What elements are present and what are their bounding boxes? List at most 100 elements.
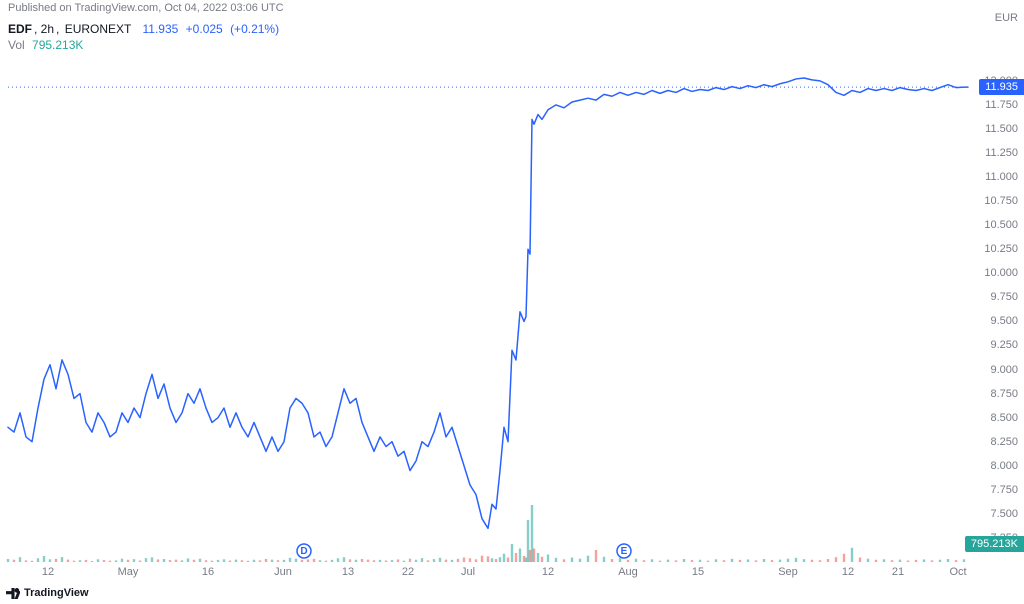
x-tick: Jun <box>274 566 292 578</box>
publish-text: Published on TradingView.com, Oct 04, 20… <box>8 2 284 14</box>
y-tick: 8.000 <box>990 460 1018 472</box>
volume-bar <box>145 558 147 562</box>
y-tick: 10.000 <box>984 267 1018 279</box>
volume-bar <box>469 558 471 562</box>
volume-bar <box>121 559 123 562</box>
y-tick: 10.500 <box>984 219 1018 231</box>
volume-bar <box>491 558 493 562</box>
volume-bar <box>843 554 845 562</box>
volume-info[interactable]: Vol 795.213K <box>8 38 83 52</box>
volume-bar <box>495 559 497 562</box>
volume-bar <box>739 560 741 562</box>
volume-bar <box>175 560 177 562</box>
volume-bar <box>421 558 423 562</box>
interval: 2h <box>41 22 54 36</box>
volume-bar <box>415 560 417 562</box>
volume-bar <box>651 559 653 562</box>
price-line <box>8 78 968 528</box>
x-tick: 15 <box>692 566 704 578</box>
volume-bar <box>595 550 597 562</box>
footer-brand[interactable]: TradingView <box>6 586 89 600</box>
volume-bar <box>899 560 901 562</box>
y-tick: 8.750 <box>990 388 1018 400</box>
volume-bar <box>635 559 637 562</box>
y-axis[interactable]: EUR 7.2507.5007.7508.0008.2508.5008.7509… <box>970 52 1024 562</box>
x-tick: 16 <box>202 566 214 578</box>
volume-bar <box>587 556 589 562</box>
volume-bar <box>157 559 159 562</box>
volume-bar <box>373 560 375 562</box>
volume-bar <box>295 559 297 562</box>
volume-bar <box>891 560 893 562</box>
y-tick: 7.500 <box>990 508 1018 520</box>
volume-bar <box>667 560 669 562</box>
last-price: 11.935 <box>143 22 179 36</box>
volume-bar <box>439 558 441 562</box>
volume-bar <box>49 559 51 562</box>
volume-bar <box>211 561 213 562</box>
ticker-info[interactable]: EDF, 2h, EURONEXT 11.935 +0.025 (+0.21%) <box>8 22 279 36</box>
volume-bar <box>247 561 249 562</box>
y-tick: 9.250 <box>990 339 1018 351</box>
y-tick: 11.500 <box>985 123 1018 135</box>
volume-bar <box>457 559 459 562</box>
volume-bar <box>271 560 273 562</box>
volume-bar <box>301 560 303 562</box>
volume-bar <box>349 559 351 562</box>
volume-bar <box>811 560 813 562</box>
volume-bar <box>133 559 135 562</box>
volume-bar <box>109 561 111 562</box>
volume-bar <box>229 561 231 563</box>
volume-bar <box>603 557 605 562</box>
volume-bar <box>217 560 219 562</box>
volume-bar <box>563 559 565 562</box>
volume-bar <box>355 560 357 562</box>
event-badge[interactable]: D <box>297 544 311 558</box>
volume-bar <box>289 558 291 562</box>
volume-bar <box>403 561 405 562</box>
volume-bar <box>343 557 345 562</box>
x-tick: 12 <box>542 566 554 578</box>
y-tick: 11.000 <box>985 171 1018 183</box>
volume-bar <box>691 560 693 562</box>
volume-bar <box>325 561 327 562</box>
y-tick: 8.500 <box>990 412 1018 424</box>
x-tick: Aug <box>618 566 638 578</box>
volume-bar <box>519 549 521 563</box>
volume-bar <box>241 560 243 562</box>
volume-bar <box>715 559 717 562</box>
volume-bar <box>819 560 821 562</box>
volume-bar <box>223 559 225 562</box>
volume-bar <box>541 557 543 562</box>
x-axis[interactable]: 12May16Jun1322Jul12Aug15Sep1221Oct <box>8 566 968 584</box>
publish-info: Published on TradingView.com, Oct 04, 20… <box>0 0 1024 18</box>
volume-bar <box>755 560 757 562</box>
chart-area[interactable]: DE <box>8 52 968 562</box>
volume-bar <box>851 548 853 562</box>
volume-bar <box>169 560 171 562</box>
volume-bar <box>103 560 105 562</box>
volume-bar <box>73 561 75 562</box>
volume-bar <box>43 556 45 562</box>
volume-bar <box>193 560 195 562</box>
y-tick: 7.750 <box>990 484 1018 496</box>
volume-flag: 795.213K <box>965 536 1024 552</box>
event-badge[interactable]: E <box>617 544 631 558</box>
volume-bar <box>611 559 613 562</box>
x-tick: 12 <box>42 566 54 578</box>
volume-bar <box>875 560 877 562</box>
volume-bar <box>19 557 21 562</box>
volume-bar <box>319 560 321 562</box>
footer-brand-text: TradingView <box>24 587 89 599</box>
volume-bar <box>7 559 9 562</box>
volume-bar <box>487 556 489 562</box>
x-tick: 21 <box>892 566 904 578</box>
volume-bar <box>643 560 645 562</box>
y-tick: 9.000 <box>990 364 1018 376</box>
volume-bar <box>699 560 701 562</box>
x-tick: Oct <box>949 566 966 578</box>
volume-bar <box>747 559 749 562</box>
y-tick: 11.750 <box>985 99 1018 111</box>
volume-bar <box>307 559 309 562</box>
volume-bar <box>445 560 447 562</box>
